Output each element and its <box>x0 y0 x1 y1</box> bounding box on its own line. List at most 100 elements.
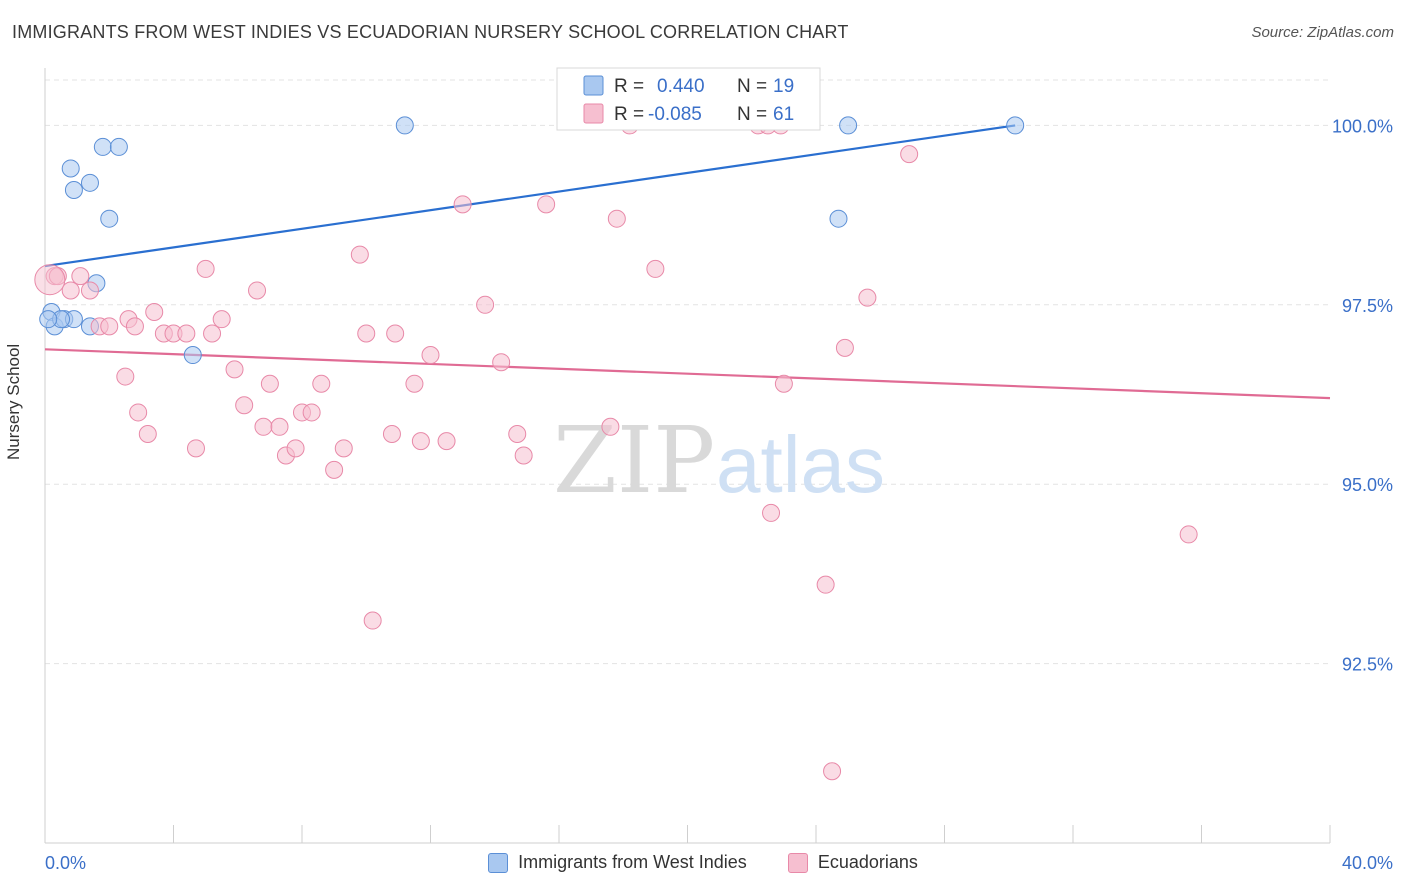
point-ecuadorians <box>196 259 215 278</box>
point-ecuadorians <box>363 611 382 630</box>
point-ecuadorians <box>235 396 254 415</box>
point-ecuadorians <box>382 424 401 443</box>
point-ecuadorians <box>508 424 527 443</box>
tick-labels: 92.5% 95.0% 97.5% 100.0% 0.0% 40.0% <box>45 116 1393 873</box>
legend-swatch-west-indies <box>488 852 509 873</box>
point-ecuadorians <box>248 281 267 300</box>
legend-label-west-indies: Immigrants from West Indies <box>518 852 747 872</box>
trend-line-west-indies <box>44 124 1016 268</box>
point-ecuadorians <box>260 374 279 393</box>
point-ecuadorians <box>421 346 440 365</box>
series-legend: Immigrants from West Indies Ecuadorians <box>0 852 1406 878</box>
point-ecuadorians <box>302 403 321 422</box>
point-ecuadorians <box>145 302 164 321</box>
point-ecuadorians <box>646 259 665 278</box>
point-ecuadorians <box>411 432 430 451</box>
point-ecuadorians <box>823 762 842 781</box>
trend-line-ecuadorians <box>44 348 1331 400</box>
legend-r-label-pink: R = <box>614 104 644 125</box>
point-ecuadorians <box>71 267 90 286</box>
legend-n-value-blue: 19 <box>773 76 794 97</box>
point-ecuadorians <box>325 460 344 479</box>
point-ecuadorians <box>312 374 331 393</box>
point-ecuadorians <box>80 281 99 300</box>
point-west-indies <box>109 137 128 156</box>
y-tick-label: 92.5% <box>1342 655 1393 675</box>
point-ecuadorians <box>537 195 556 214</box>
point-ecuadorians <box>762 503 781 522</box>
source-credit: Source: ZipAtlas.com <box>1251 24 1394 41</box>
point-ecuadorians <box>774 374 793 393</box>
point-ecuadorians <box>254 417 273 436</box>
x-tick-label-max: 40.0% <box>1342 853 1393 873</box>
point-ecuadorians <box>1179 525 1198 544</box>
point-ecuadorians <box>900 145 919 164</box>
legend-r-value-blue: 0.440 <box>657 76 705 97</box>
point-ecuadorians <box>100 317 119 336</box>
point-ecuadorians <box>334 439 353 458</box>
point-ecuadorians <box>357 324 376 343</box>
legend-n-label-pink: N = <box>737 104 767 125</box>
point-ecuadorians <box>212 310 231 329</box>
watermark-atlas: atlas <box>716 420 885 509</box>
point-west-indies <box>61 159 80 178</box>
point-west-indies <box>839 116 858 135</box>
point-ecuadorians <box>492 353 511 372</box>
point-ecuadorians <box>286 439 305 458</box>
chart-title: IMMIGRANTS FROM WEST INDIES VS ECUADORIA… <box>12 22 849 42</box>
point-ecuadorians <box>129 403 148 422</box>
point-west-indies <box>64 180 83 199</box>
legend-item-west-indies: Immigrants from West Indies <box>488 852 747 873</box>
point-ecuadorians-large <box>34 264 66 296</box>
legend-swatch-pink <box>583 103 604 124</box>
point-west-indies <box>183 346 202 365</box>
legend-label-ecuadorians: Ecuadorians <box>817 852 918 872</box>
point-west-indies <box>100 209 119 228</box>
point-ecuadorians <box>386 324 405 343</box>
legend-item-ecuadorians: Ecuadorians <box>787 852 918 873</box>
point-ecuadorians <box>225 360 244 379</box>
point-ecuadorians <box>835 338 854 357</box>
trend-lines <box>44 124 1331 400</box>
point-west-indies <box>93 137 112 156</box>
point-ecuadorians <box>476 295 495 314</box>
legend-swatch-blue <box>583 75 604 96</box>
point-ecuadorians <box>350 245 369 264</box>
point-ecuadorians <box>186 439 205 458</box>
correlation-legend: R = 0.440 N = 19 R = -0.085 N = 61 <box>556 67 821 131</box>
y-tick-label: 97.5% <box>1342 296 1393 316</box>
legend-swatch-ecuadorians <box>787 852 808 873</box>
point-ecuadorians <box>270 417 289 436</box>
data-points <box>34 116 1198 781</box>
x-tick-label-min: 0.0% <box>45 853 86 873</box>
point-west-indies <box>395 116 414 135</box>
point-west-indies <box>39 310 58 329</box>
point-ecuadorians <box>437 432 456 451</box>
point-ecuadorians <box>61 281 80 300</box>
watermark-zip: ZIP <box>553 407 715 514</box>
legend-n-value-pink: 61 <box>773 104 794 125</box>
legend-r-value-pink: -0.085 <box>648 104 702 125</box>
point-west-indies <box>1006 116 1025 135</box>
y-tick-label: 95.0% <box>1342 475 1393 495</box>
legend-n-label-blue: N = <box>737 76 767 97</box>
point-ecuadorians <box>405 374 424 393</box>
point-west-indies <box>829 209 848 228</box>
point-ecuadorians <box>203 324 222 343</box>
point-ecuadorians <box>125 317 144 336</box>
point-ecuadorians <box>177 324 196 343</box>
point-ecuadorians <box>453 195 472 214</box>
point-west-indies <box>80 173 99 192</box>
point-ecuadorians <box>514 446 533 465</box>
point-ecuadorians <box>607 209 626 228</box>
axes <box>44 68 1331 844</box>
point-ecuadorians <box>816 575 835 594</box>
watermark: ZIP atlas <box>553 407 885 514</box>
y-tick-label: 100.0% <box>1332 116 1393 136</box>
point-ecuadorians <box>138 424 157 443</box>
y-axis-label: Nursery School <box>4 343 23 460</box>
point-ecuadorians <box>116 367 135 386</box>
legend-r-label-blue: R = <box>614 76 644 97</box>
point-ecuadorians <box>601 417 620 436</box>
